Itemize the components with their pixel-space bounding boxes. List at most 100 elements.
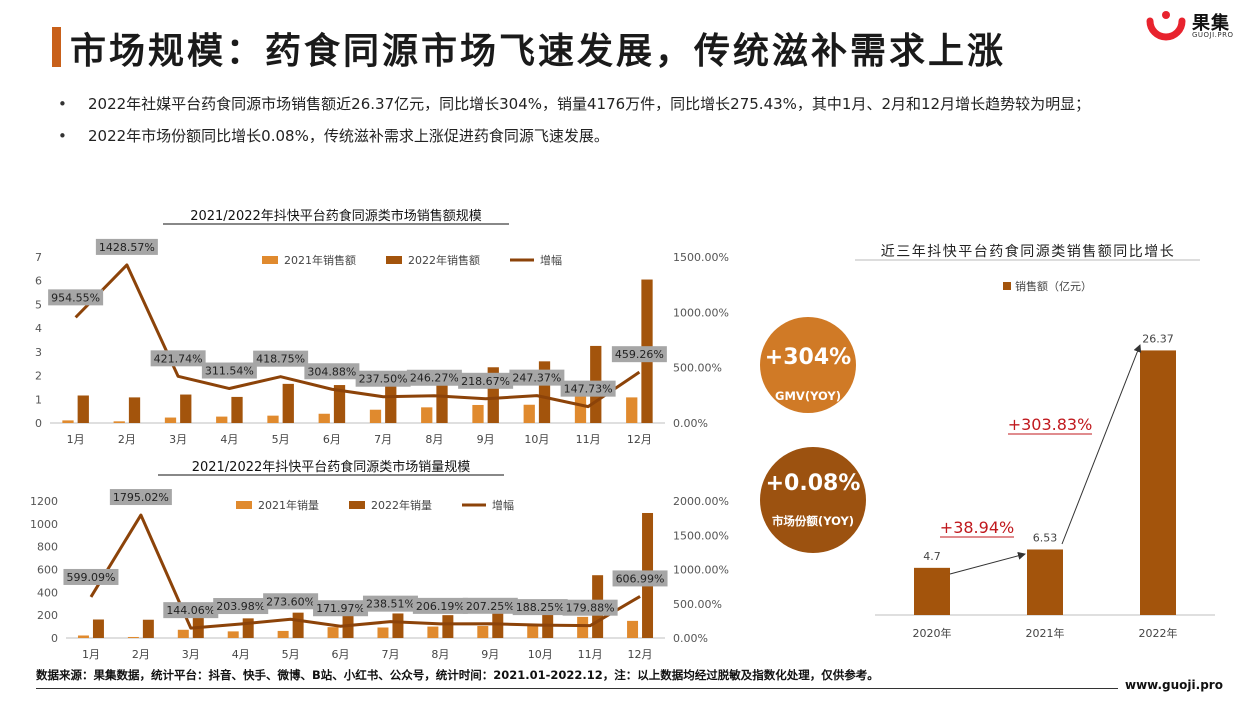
bar-2021 <box>377 627 389 638</box>
logo-mark-icon <box>1146 11 1186 41</box>
bar-2021 <box>574 391 587 423</box>
kpi-gmv-circle: +304% GMV(YOY) <box>760 317 856 413</box>
kpi-share-circle: +0.08% 市场份额(YOY) <box>760 447 866 553</box>
annual-bar <box>914 567 950 615</box>
data-label: 1428.57% <box>99 241 155 254</box>
bar-2022 <box>385 386 397 423</box>
bar-2021 <box>527 625 539 638</box>
data-label: 238.51% <box>366 598 415 611</box>
data-label: 304.88% <box>307 365 356 378</box>
chart-title: 2021/2022年抖快平台药食同源类市场销售额规模 <box>190 208 482 224</box>
bar-2021 <box>227 631 239 638</box>
bar-2021 <box>577 616 589 638</box>
x-tick-label: 10月 <box>528 648 553 661</box>
bar-2022 <box>231 396 243 423</box>
footer-divider <box>36 688 1118 689</box>
data-label: 179.88% <box>566 602 615 615</box>
bar-2021 <box>77 635 89 638</box>
legend-swatch <box>262 256 278 264</box>
y-tick-label-left: 600 <box>37 564 58 577</box>
x-tick-label: 7月 <box>374 433 392 446</box>
bar-2021 <box>127 636 139 638</box>
x-tick-label: 2022年 <box>1139 626 1178 640</box>
data-label-box <box>304 363 360 380</box>
y-tick-label-left: 800 <box>37 541 58 554</box>
chart-title: 近三年抖快平台药食同源类销售额同比增长 <box>881 243 1176 260</box>
y-tick-label-left: 5 <box>35 298 42 311</box>
bar-2021 <box>216 416 228 423</box>
bar-2022 <box>436 385 448 423</box>
data-label: 599.09% <box>66 571 115 584</box>
y-tick-label-left: 4 <box>35 322 42 335</box>
x-tick-label: 9月 <box>481 648 499 661</box>
y-tick-label-left: 7 <box>35 251 42 264</box>
bar-2021 <box>427 626 439 638</box>
x-tick-label: 5月 <box>282 648 300 661</box>
data-label-box <box>462 597 518 614</box>
data-label: 421.74% <box>154 352 203 365</box>
y-tick-label-right: 1500.00% <box>673 251 729 264</box>
kpi-share-label: 市场份额(YOY) <box>771 514 855 528</box>
data-label: 188.25% <box>516 601 565 614</box>
y-tick-label-right: 1500.00% <box>673 529 729 542</box>
y-tick-label-left: 1200 <box>30 495 58 508</box>
x-tick-label: 4月 <box>232 648 250 661</box>
chart-title: 2021/2022年抖快平台药食同源类市场销量规模 <box>192 459 471 475</box>
data-label-box <box>611 346 667 363</box>
sales-chart: 2021/2022年抖快平台药食同源类市场销售额规模 0 1 2 3 4 5 6 7 0.00% 5… <box>35 208 729 446</box>
data-label: 954.55% <box>51 291 100 304</box>
bar-2022 <box>180 394 192 423</box>
bar-value-label: 6.53 <box>1033 531 1058 544</box>
bar-2022 <box>538 361 551 423</box>
y-tick-label-right: 500.00% <box>673 362 722 375</box>
data-label-box <box>412 597 468 614</box>
kpi-share-value: +0.08% <box>765 471 861 496</box>
y-tick-label-right: 1000.00% <box>673 564 729 577</box>
bar-2021 <box>523 404 535 423</box>
data-label-box <box>201 362 257 379</box>
data-label-box <box>163 602 219 619</box>
x-tick-label: 10月 <box>524 433 549 446</box>
data-label-box <box>406 369 462 386</box>
data-label: 237.50% <box>359 373 408 386</box>
x-tick-label: 7月 <box>381 648 399 661</box>
bar-2021 <box>421 407 433 423</box>
y-tick-label-left: 1000 <box>30 518 58 531</box>
logo-text-cn: 果集 <box>1192 13 1230 34</box>
data-label: 218.67% <box>461 375 510 388</box>
bar-value-label: 4.7 <box>923 550 941 563</box>
y-tick-label-left: 0 <box>35 417 42 430</box>
bar-2021 <box>472 404 484 423</box>
x-tick-label: 4月 <box>220 433 238 446</box>
y-tick-label-left: 400 <box>37 586 58 599</box>
bar-2021 <box>164 417 177 423</box>
bullet-item: 2022年市场份额同比增长0.08%，传统滋补需求上涨促进药食同源飞速发展。 <box>56 122 1176 150</box>
bar-2021 <box>177 629 189 638</box>
page-title: 市场规模：药食同源市场飞速发展，传统滋补需求上涨 <box>70 31 1007 72</box>
y-tick-label-left: 3 <box>35 346 42 359</box>
x-tick-label: 1月 <box>82 648 100 661</box>
bar-2022 <box>242 618 254 638</box>
brand-logo: 果集 GUOJI.PRO <box>1146 7 1246 43</box>
bar-2021 <box>267 415 279 423</box>
x-tick-label: 8月 <box>425 433 443 446</box>
data-label: 273.60% <box>266 595 315 608</box>
legend-label: 增幅 <box>492 498 514 512</box>
bar-2022 <box>442 615 454 638</box>
data-source-note: 数据来源：果集数据，统计平台：抖音、快手、微博、B站、小红书、公众号，统计时间：… <box>36 668 879 682</box>
x-tick-label: 12月 <box>627 433 652 446</box>
y-tick-label-right: 1000.00% <box>673 306 729 319</box>
y-tick-label-left: 2 <box>35 370 42 383</box>
data-label: 418.75% <box>256 353 305 366</box>
data-label: 147.73% <box>564 383 613 396</box>
title-accent-bar <box>52 27 61 67</box>
x-tick-label: 6月 <box>332 648 350 661</box>
data-label: 311.54% <box>205 365 254 378</box>
x-tick-label: 1月 <box>67 433 85 446</box>
bar-2021 <box>627 620 639 638</box>
data-label-box <box>48 289 104 306</box>
data-label: 203.98% <box>216 600 265 613</box>
data-label-box <box>509 369 565 386</box>
data-label-box <box>263 593 319 610</box>
bar-2022 <box>77 395 89 423</box>
